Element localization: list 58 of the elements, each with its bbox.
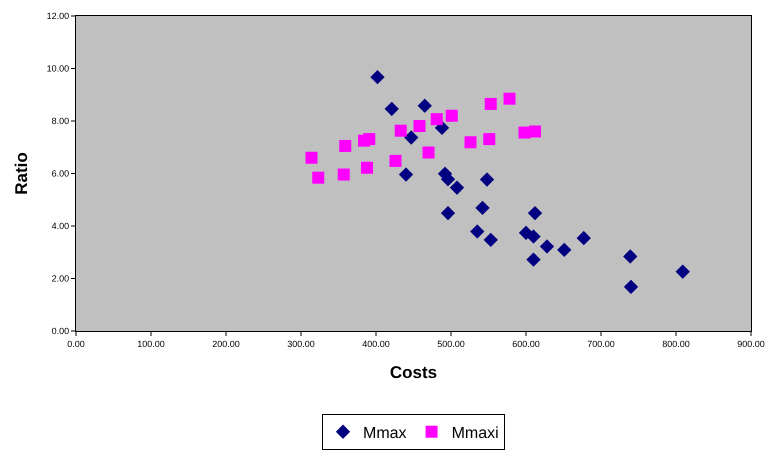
point (624, 280, 638, 294)
point (446, 110, 458, 122)
point (483, 133, 496, 146)
point (390, 154, 402, 167)
point (338, 168, 350, 181)
point (398, 167, 414, 182)
point (363, 133, 376, 146)
x-axis-title: Costs (390, 363, 438, 382)
legend-label: Mmaxi (452, 424, 499, 442)
point (504, 92, 516, 105)
y-axis-title: Ratio (12, 152, 32, 195)
point (370, 70, 385, 84)
x-tick-label: 500.00 (437, 338, 465, 349)
point (480, 172, 494, 187)
x-tick-label: 300.00 (287, 338, 315, 349)
point (623, 249, 638, 264)
point (475, 200, 490, 216)
point (394, 124, 407, 137)
point (306, 152, 318, 164)
y-tick-label: 12.00 (46, 11, 70, 22)
point (440, 206, 456, 220)
y-tick-label: 8.00 (52, 116, 70, 126)
y-tick-label: 4.00 (52, 221, 70, 232)
x-tick-label: 600.00 (512, 338, 540, 349)
y-tick-label: 2.00 (52, 274, 70, 284)
point (528, 206, 542, 220)
point (484, 98, 497, 110)
x-tick-label: 200.00 (212, 338, 240, 349)
point (430, 113, 443, 126)
y-tick-label: 0.00 (52, 326, 70, 336)
point (384, 102, 399, 116)
point (422, 146, 434, 158)
y-tick-label: 6.00 (52, 168, 70, 179)
x-tick-label: 700.00 (587, 338, 615, 349)
point (312, 172, 324, 184)
legend-label: Mmax (363, 424, 407, 442)
point (464, 136, 476, 148)
point (339, 140, 352, 152)
x-tick-label: 800.00 (662, 338, 690, 349)
x-tick-label: 0.00 (67, 338, 85, 349)
point (484, 232, 498, 248)
point (414, 120, 426, 132)
y-tick-label: 10.00 (46, 64, 70, 74)
x-tick-label: 400.00 (362, 338, 390, 349)
point (418, 98, 432, 113)
x-tick-label: 900.00 (737, 338, 765, 349)
point (526, 252, 541, 267)
point (557, 242, 572, 258)
point (450, 180, 464, 195)
point (676, 264, 690, 279)
point (540, 239, 554, 254)
point (404, 130, 418, 145)
point (526, 229, 541, 244)
point (529, 126, 541, 138)
point (470, 224, 484, 239)
point (361, 162, 373, 174)
point (576, 230, 591, 246)
x-tick-label: 100.00 (137, 338, 165, 349)
